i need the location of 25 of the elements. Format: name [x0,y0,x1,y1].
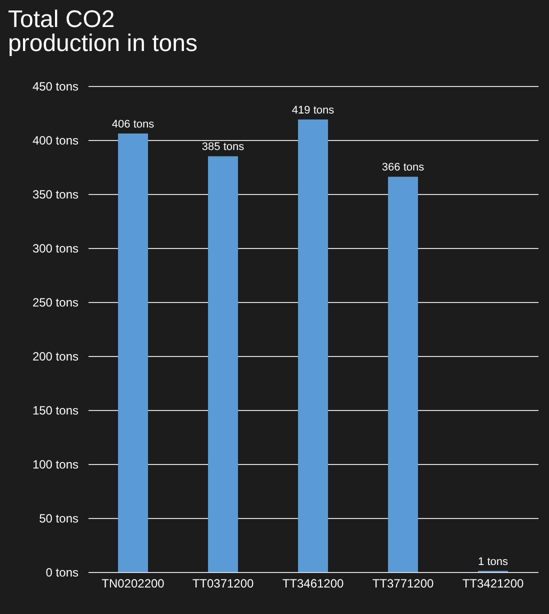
y-tick-label: 400 tons [32,134,78,148]
bar [118,134,148,572]
x-tick-label: TT3461200 [282,576,344,590]
y-tick-label: 250 tons [32,296,78,310]
x-tick-label: TT0371200 [192,576,254,590]
y-tick-label: 300 tons [32,242,78,256]
data-label: 419 tons [292,104,335,116]
bar [298,119,328,572]
y-tick-label: 200 tons [32,350,78,364]
y-tick-label: 350 tons [32,188,78,202]
x-tick-label: TT3421200 [462,576,524,590]
y-tick-label: 450 tons [32,80,78,94]
bar [388,176,418,572]
y-tick-label: 50 tons [39,512,78,526]
data-label: 385 tons [202,141,245,154]
y-tick-label: 0 tons [46,566,78,580]
data-label: 366 tons [382,162,425,174]
data-label: 406 tons [112,118,155,131]
bar [208,156,238,572]
chart-title: Total CO2 production in tons [8,6,198,57]
x-tick-label: TT3771200 [372,576,434,590]
y-tick-label: 100 tons [32,458,78,472]
x-tick-label: TN0202200 [102,576,165,590]
y-tick-label: 150 tons [32,404,78,418]
data-label: 1 tons [478,556,508,568]
